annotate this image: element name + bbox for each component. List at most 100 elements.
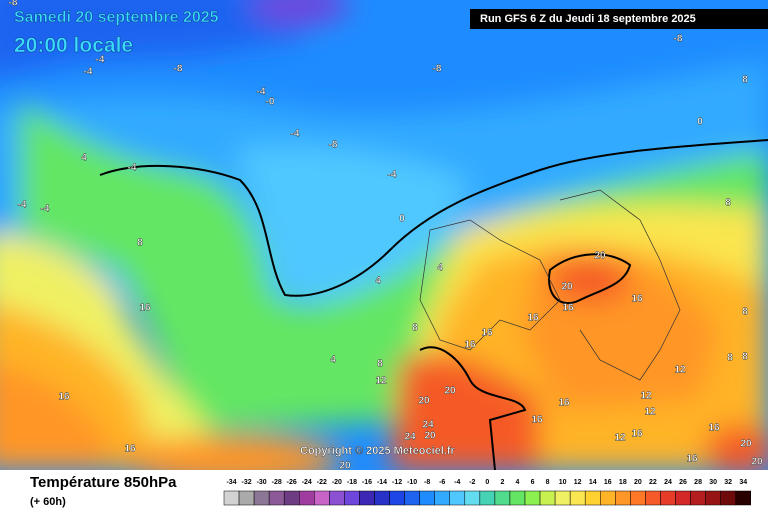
- legend-label: -8: [424, 479, 430, 486]
- legend-swatch: [690, 490, 706, 506]
- legend-label: 32: [724, 479, 732, 486]
- contour-label: 16: [139, 303, 151, 314]
- legend-swatch: [584, 490, 601, 506]
- legend-swatch: [374, 490, 390, 506]
- contour-label: 12: [375, 376, 387, 387]
- legend-swatch: [539, 490, 556, 506]
- legend-label: -16: [362, 479, 372, 486]
- legend-label: 18: [619, 479, 627, 486]
- contour-label: -4: [84, 67, 93, 78]
- legend-swatch: [645, 490, 661, 506]
- legend-label: -26: [287, 479, 297, 486]
- legend-label: 2: [500, 479, 504, 486]
- contour-label: 12: [614, 433, 626, 444]
- contour-label: 4: [81, 153, 87, 164]
- contour-label: 8: [742, 307, 748, 318]
- legend-label: 28: [694, 479, 702, 486]
- legend-label: 12: [574, 479, 582, 486]
- contour-label: 12: [640, 391, 652, 402]
- legend-swatch: [283, 490, 300, 506]
- contour-label: 16: [527, 313, 539, 324]
- contour-label: -4: [96, 55, 105, 66]
- contour-label: -4: [41, 204, 50, 215]
- contour-label: 4: [330, 355, 336, 366]
- contour-label: 16: [631, 294, 643, 305]
- footer-title: Température 850hPa: [30, 474, 177, 491]
- contour-label: 20: [444, 386, 456, 397]
- contour-label: 8: [742, 352, 748, 363]
- contour-label: 24: [422, 420, 434, 431]
- legend-swatch: [569, 490, 586, 506]
- contour-label: 20: [561, 282, 573, 293]
- legend-label: 4: [516, 479, 520, 486]
- contour-label: 20: [424, 431, 436, 442]
- legend-swatch: [389, 490, 405, 506]
- legend-swatch: [314, 490, 330, 506]
- time: 20:00 locale: [14, 34, 133, 57]
- contour-label: -8: [9, 0, 18, 9]
- legend-label: 20: [634, 479, 642, 486]
- legend-label: -34: [226, 479, 236, 486]
- contour-label: -8: [674, 34, 683, 45]
- legend-swatch: [675, 490, 691, 506]
- legend-label: 6: [531, 479, 535, 486]
- contour-label: 16: [531, 415, 543, 426]
- legend-label: 26: [679, 479, 687, 486]
- contour-label: -4: [388, 170, 397, 181]
- contour-label: -0: [266, 97, 275, 108]
- legend: -34 -32 -30 -28 -26 -24 -22 -20 -18 -16 -14 -12 -10-…: [223, 479, 752, 506]
- legend-label: -4: [454, 479, 460, 486]
- legend-label: 22: [649, 479, 657, 486]
- legend-swatch: [344, 490, 360, 506]
- legend-label: 14: [589, 479, 597, 486]
- legend-swatch: [359, 490, 375, 506]
- legend-swatch: [464, 490, 481, 506]
- contour-label: 8: [412, 323, 418, 334]
- temperature-field: [0, 0, 768, 470]
- legend-swatch: [329, 490, 345, 506]
- contour-label: 16: [686, 454, 698, 465]
- contour-label: 16: [464, 340, 476, 351]
- legend-swatch: [268, 490, 285, 506]
- legend-swatch: [630, 490, 646, 506]
- legend-label: 34: [739, 479, 747, 486]
- contour-label: 24: [404, 432, 416, 443]
- contour-label: 8: [727, 353, 733, 364]
- legend-swatch: [615, 490, 631, 506]
- contour-label: 16: [562, 303, 574, 314]
- contour-label: -4: [128, 163, 137, 174]
- contour-label: 8: [725, 198, 731, 209]
- contour-label: 12: [644, 407, 656, 418]
- copyright: Copyright © 2025 Meteociel.fr: [300, 445, 456, 457]
- contour-label: 16: [631, 429, 643, 440]
- legend-swatch: [720, 490, 736, 506]
- legend-label: 30: [709, 479, 717, 486]
- contour-label: 16: [124, 444, 136, 455]
- legend-swatch: [299, 490, 315, 506]
- contour-label: 16: [558, 398, 570, 409]
- legend-label: -2: [469, 479, 475, 486]
- legend-swatch: [735, 490, 752, 506]
- legend-label: -28: [272, 479, 282, 486]
- legend-swatch: [404, 490, 420, 506]
- contour-label: 8: [377, 359, 383, 370]
- contour-label: -4: [257, 87, 266, 98]
- legend-label: -18: [347, 479, 357, 486]
- legend-label: -30: [257, 479, 267, 486]
- contour-label: 20: [418, 396, 430, 407]
- legend-label: 24: [664, 479, 672, 486]
- legend-swatch: [434, 490, 451, 506]
- legend-swatch: [223, 490, 240, 506]
- legend-label: -14: [377, 479, 387, 486]
- contour-label: 20: [339, 461, 351, 472]
- contour-label: -4: [291, 129, 300, 140]
- legend-swatch: [479, 490, 496, 506]
- contour-label: 16: [58, 392, 70, 403]
- contour-label: 0: [697, 117, 703, 128]
- legend-swatch: [524, 490, 541, 506]
- run-info: Run GFS 6 Z du Jeudi 18 septembre 2025: [480, 13, 696, 25]
- contour-label: 12: [674, 365, 686, 376]
